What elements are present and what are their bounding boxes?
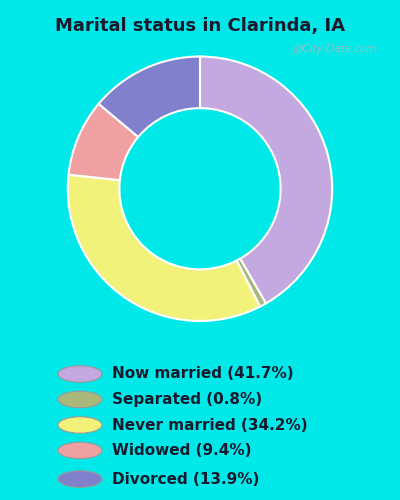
Text: Widowed (9.4%): Widowed (9.4%) (112, 443, 252, 458)
Text: Marital status in Clarinda, IA: Marital status in Clarinda, IA (55, 18, 345, 36)
Circle shape (58, 391, 102, 408)
Circle shape (58, 417, 102, 433)
Wedge shape (99, 56, 200, 137)
Wedge shape (200, 56, 332, 304)
Text: Separated (0.8%): Separated (0.8%) (112, 392, 262, 407)
Wedge shape (68, 174, 260, 321)
Circle shape (58, 366, 102, 382)
Circle shape (58, 442, 102, 459)
Text: @City-Data.com: @City-Data.com (292, 44, 377, 54)
Wedge shape (237, 258, 266, 306)
Text: Never married (34.2%): Never married (34.2%) (112, 418, 308, 432)
Wedge shape (68, 104, 138, 180)
Text: Divorced (13.9%): Divorced (13.9%) (112, 472, 259, 486)
Circle shape (58, 471, 102, 487)
Text: Now married (41.7%): Now married (41.7%) (112, 366, 294, 382)
